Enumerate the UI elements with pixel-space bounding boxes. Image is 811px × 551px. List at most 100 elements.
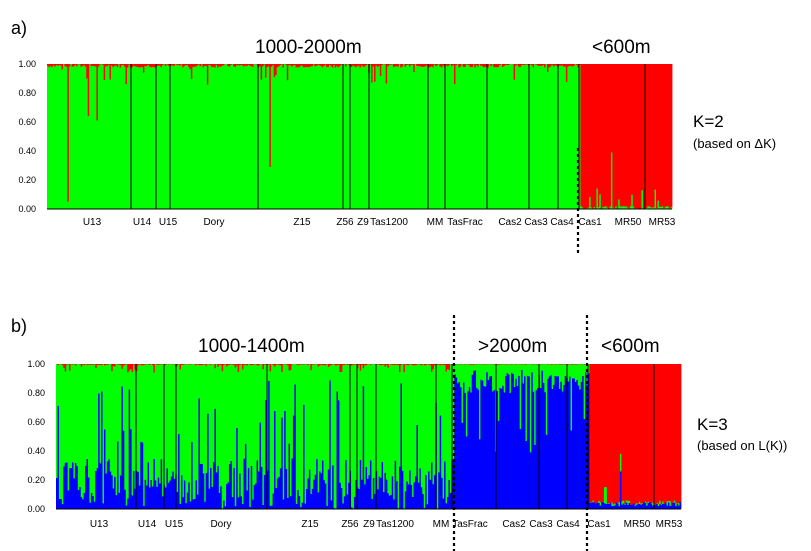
bar-segment-cluster3 <box>603 364 606 488</box>
bar-segment-cluster2 <box>551 364 554 389</box>
bar-segment-cluster1 <box>92 496 95 509</box>
bar-segment-cluster2 <box>483 364 486 387</box>
y-tick-label: 0.40 <box>18 146 36 156</box>
bar-segment-cluster2 <box>70 364 73 468</box>
bar-segment-cluster2 <box>605 64 607 207</box>
bar-segment-cluster3 <box>336 364 339 366</box>
bar-segment-cluster2 <box>285 64 288 65</box>
bar-segment-cluster1 <box>552 66 555 209</box>
bar-segment-cluster1 <box>468 65 471 210</box>
bar-segment-cluster1 <box>144 65 147 210</box>
bar-segment-cluster2 <box>465 64 468 65</box>
bar-segment-cluster1 <box>125 505 128 509</box>
bar-segment-cluster1 <box>318 65 321 209</box>
bar-segment-cluster3 <box>176 364 179 366</box>
bar-segment-cluster1 <box>90 492 93 509</box>
bar-segment-cluster3 <box>609 364 612 503</box>
bar-segment-cluster2 <box>355 364 358 480</box>
bar-segment-cluster1 <box>362 386 365 509</box>
bar-segment-cluster1 <box>548 376 551 509</box>
bar-segment-cluster3 <box>592 364 595 501</box>
bar-segment-cluster2 <box>387 367 390 494</box>
bar-segment-cluster1 <box>217 465 220 509</box>
bar-segment-cluster2 <box>279 365 282 469</box>
bar-segment-cluster3 <box>80 364 83 367</box>
bar-segment-cluster3 <box>628 364 631 501</box>
bar-segment-cluster1 <box>593 207 596 209</box>
bar-segment-cluster2 <box>93 64 96 66</box>
bar-segment-cluster1 <box>58 498 61 509</box>
bar-segment-cluster2 <box>134 369 137 489</box>
bar-segment-cluster2 <box>127 372 130 499</box>
bar-segment-cluster2 <box>359 64 362 68</box>
bar-segment-cluster1 <box>270 66 273 209</box>
population-label: Z9 <box>357 217 369 228</box>
bar-segment-cluster2 <box>246 64 248 67</box>
bar-segment-cluster1 <box>665 503 667 509</box>
bar-segment-cluster2 <box>446 369 449 497</box>
bar-segment-cluster1 <box>540 387 542 509</box>
bar-segment-cluster1 <box>170 476 173 509</box>
bar-segment-cluster1 <box>469 67 472 210</box>
bar-segment-cluster2 <box>535 64 538 65</box>
bar-segment-cluster2 <box>125 364 128 506</box>
bar-segment-cluster1 <box>266 470 269 509</box>
bar-segment-cluster1 <box>166 64 169 209</box>
bar-segment-cluster2 <box>298 64 301 68</box>
bar-segment-cluster1 <box>133 471 135 509</box>
bar-segment-cluster1 <box>410 64 413 209</box>
bar-segment-cluster1 <box>154 480 157 509</box>
bar-segment-cluster2 <box>311 364 314 489</box>
bar-segment-cluster2 <box>58 364 61 499</box>
bar-segment-cluster2 <box>523 64 526 66</box>
bar-segment-cluster1 <box>301 502 304 509</box>
bar-segment-cluster2 <box>301 64 304 66</box>
bar-segment-cluster1 <box>180 64 183 209</box>
bar-segment-cluster1 <box>578 65 581 209</box>
bar-segment-cluster1 <box>631 194 634 209</box>
bar-segment-cluster2 <box>554 364 557 376</box>
bar-segment-cluster2 <box>661 64 664 207</box>
bar-segment-cluster1 <box>503 66 506 209</box>
bar-segment-cluster3 <box>303 364 305 365</box>
bar-segment-cluster2 <box>243 364 246 459</box>
bar-segment-cluster3 <box>183 364 186 365</box>
bar-segment-cluster2 <box>605 487 608 504</box>
bar-segment-cluster2 <box>558 64 561 66</box>
bar-segment-cluster2 <box>544 364 547 393</box>
bar-segment-cluster2 <box>215 364 218 473</box>
bar-segment-cluster1 <box>323 66 326 209</box>
bar-segment-cluster2 <box>484 64 487 67</box>
bar-segment-cluster1 <box>531 65 533 209</box>
bar-segment-cluster1 <box>612 207 615 209</box>
bar-segment-cluster1 <box>633 503 635 509</box>
bar-segment-cluster2 <box>470 364 473 393</box>
bar-segment-cluster1 <box>257 67 260 209</box>
bar-segment-cluster1 <box>488 64 491 209</box>
bar-segment-cluster2 <box>349 365 352 471</box>
bar-segment-cluster1 <box>74 462 77 509</box>
bar-segment-cluster3 <box>199 364 202 366</box>
bar-segment-cluster2 <box>509 364 512 393</box>
bar-segment-cluster1 <box>81 66 84 210</box>
bar-segment-cluster2 <box>204 364 207 502</box>
bar-segment-cluster1 <box>615 502 618 509</box>
bar-segment-cluster1 <box>410 484 413 509</box>
bar-segment-cluster2 <box>393 364 396 500</box>
bar-segment-cluster2 <box>358 64 360 66</box>
bar-segment-cluster3 <box>255 364 257 365</box>
population-label: U14 <box>138 519 157 530</box>
bar-segment-cluster2 <box>230 64 232 66</box>
bar-segment-cluster2 <box>371 364 374 499</box>
bar-segment-cluster1 <box>192 499 195 509</box>
bar-segment-cluster1 <box>324 483 327 509</box>
bar-segment-cluster1 <box>54 66 57 210</box>
bar-segment-cluster2 <box>132 64 135 66</box>
bar-segment-cluster2 <box>626 64 629 208</box>
bar-segment-cluster1 <box>477 66 480 209</box>
bar-segment-cluster2 <box>317 64 320 65</box>
bar-segment-cluster2 <box>371 64 373 83</box>
bar-segment-cluster2 <box>615 64 618 207</box>
bar-segment-cluster2 <box>592 500 595 503</box>
bar-segment-cluster1 <box>121 386 124 509</box>
